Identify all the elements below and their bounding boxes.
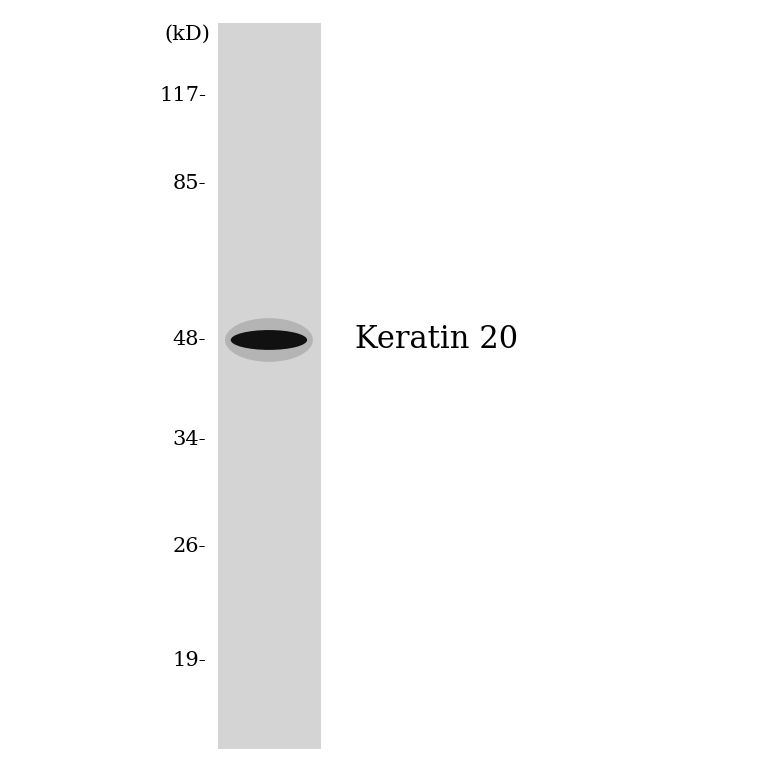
Ellipse shape (225, 318, 313, 362)
Text: Keratin 20: Keratin 20 (355, 325, 519, 355)
Text: 19-: 19- (173, 652, 206, 670)
Text: 34-: 34- (173, 430, 206, 448)
Text: 26-: 26- (173, 537, 206, 555)
Ellipse shape (231, 330, 307, 350)
Text: (kD): (kD) (164, 25, 210, 44)
Text: 85-: 85- (173, 174, 206, 193)
Text: 117-: 117- (159, 86, 206, 105)
Text: 48-: 48- (173, 331, 206, 349)
Bar (218, 23, 321, 749)
